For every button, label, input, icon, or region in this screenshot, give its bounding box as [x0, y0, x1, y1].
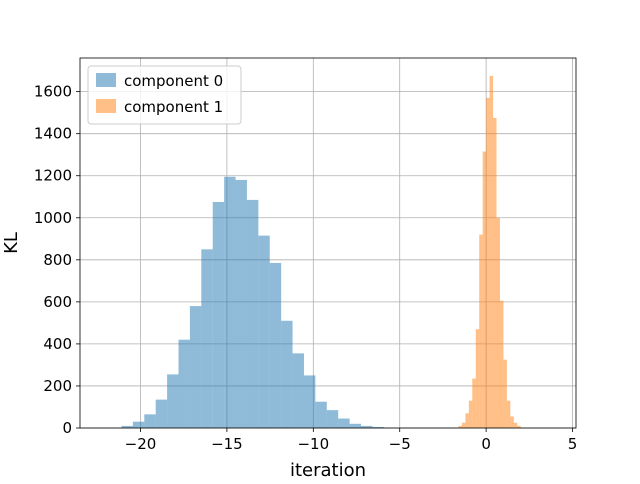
histogram-bar-component-0 [189, 306, 202, 428]
x-tick-label: −5 [389, 435, 411, 453]
y-tick-label: 200 [43, 377, 72, 395]
histogram-bar-component-0 [178, 339, 190, 428]
histogram-bar-component-1 [482, 151, 487, 428]
histogram-bar-component-1 [461, 422, 466, 428]
y-tick-label: 1400 [34, 125, 72, 143]
y-tick-label: 800 [43, 251, 72, 269]
axis-ticks: −20 −15 −10 −5 0 5 0 200 400 600 800 1000 1200 1400 16… [34, 83, 578, 453]
y-tick-label: 400 [43, 335, 72, 353]
legend-label-component-1: component 1 [124, 98, 223, 116]
histogram-bar-component-1 [510, 416, 514, 428]
legend-label-component-0: component 0 [124, 72, 223, 90]
histogram-bar-component-1 [513, 422, 518, 428]
histogram-bar-component-1 [475, 329, 480, 428]
histogram-bar-component-0 [258, 235, 270, 428]
histogram-bar-component-0 [132, 421, 145, 428]
histogram-bar-component-0 [281, 320, 293, 428]
y-tick-label: 1600 [34, 83, 72, 101]
histogram-bar-component-1 [465, 413, 469, 428]
histogram-bars [121, 75, 521, 429]
histogram-bar-component-0 [155, 399, 168, 428]
histogram-bar-component-0 [349, 423, 362, 428]
histogram-bar-component-0 [212, 202, 225, 428]
histogram-bar-component-0 [246, 199, 259, 428]
histogram-bar-component-1 [503, 359, 507, 428]
y-axis-label: KL [1, 232, 22, 254]
y-tick-label: 1200 [34, 167, 72, 185]
histogram-bar-component-0 [235, 179, 247, 428]
legend-swatch-component-1 [96, 99, 116, 113]
plot-frame [79, 57, 577, 429]
histogram-bar-component-0 [303, 375, 316, 428]
histogram-bar-component-0 [224, 176, 236, 428]
histogram-bar-component-0 [326, 410, 339, 428]
x-tick-label: 5 [568, 435, 578, 453]
histogram-bar-component-0 [201, 249, 213, 428]
histogram-bar-component-1 [517, 425, 521, 428]
x-tick-label: −15 [211, 435, 243, 453]
histogram-bar-component-0 [338, 418, 350, 428]
histogram-bar-component-1 [479, 234, 483, 428]
histogram-bar-component-1 [493, 117, 497, 429]
histogram-bar-component-0 [315, 401, 327, 428]
histogram-bar-component-0 [361, 425, 373, 428]
histogram-bar-component-1 [489, 75, 494, 428]
histogram-bar-component-0 [144, 414, 156, 428]
y-tick-label: 1000 [34, 209, 72, 227]
legend-swatch-component-0 [96, 73, 116, 87]
legend: component 0 component 1 [87, 65, 242, 125]
histogram-bar-component-1 [472, 378, 476, 428]
histogram-bar-component-0 [167, 374, 179, 428]
histogram-bar-component-1 [468, 400, 473, 428]
x-tick-label: 0 [481, 435, 491, 453]
legend-box [87, 65, 242, 125]
histogram-bar-component-0 [292, 353, 304, 428]
histogram-bar-component-1 [499, 300, 504, 428]
y-tick-label: 0 [62, 419, 72, 437]
histogram-bar-component-1 [506, 400, 511, 428]
x-axis-label: iteration [290, 460, 366, 480]
x-tick-label: −10 [297, 435, 329, 453]
histogram-bar-component-0 [121, 425, 133, 428]
histogram-bar-component-1 [458, 425, 462, 428]
y-tick-label: 600 [43, 293, 72, 311]
histogram-bar-component-1 [486, 97, 490, 429]
histogram-bar-component-0 [372, 426, 384, 428]
histogram-bar-component-1 [496, 217, 500, 428]
x-tick-label: −20 [125, 435, 157, 453]
histogram-bar-component-0 [269, 262, 282, 428]
